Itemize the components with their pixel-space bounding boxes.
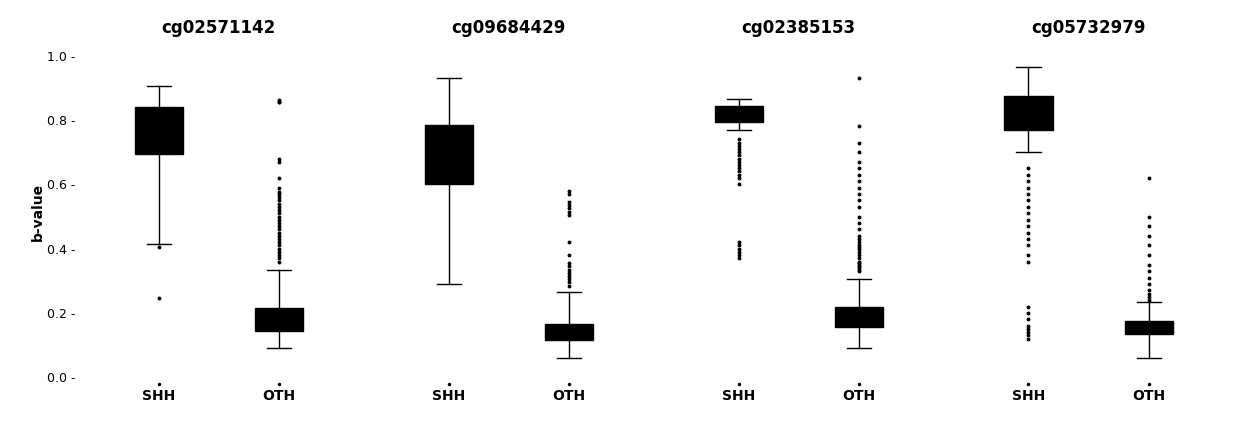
PathPatch shape: [835, 306, 882, 327]
Title: cg02385153: cg02385153: [741, 19, 856, 37]
Title: cg02571142: cg02571142: [161, 19, 276, 37]
Title: cg09684429: cg09684429: [451, 19, 566, 37]
PathPatch shape: [1005, 96, 1052, 130]
PathPatch shape: [255, 308, 302, 331]
PathPatch shape: [715, 105, 762, 122]
Y-axis label: b-value: b-value: [31, 183, 45, 241]
Title: cg05732979: cg05732979: [1031, 19, 1146, 37]
PathPatch shape: [425, 125, 472, 184]
PathPatch shape: [1125, 321, 1172, 334]
PathPatch shape: [545, 324, 592, 340]
PathPatch shape: [135, 107, 182, 154]
